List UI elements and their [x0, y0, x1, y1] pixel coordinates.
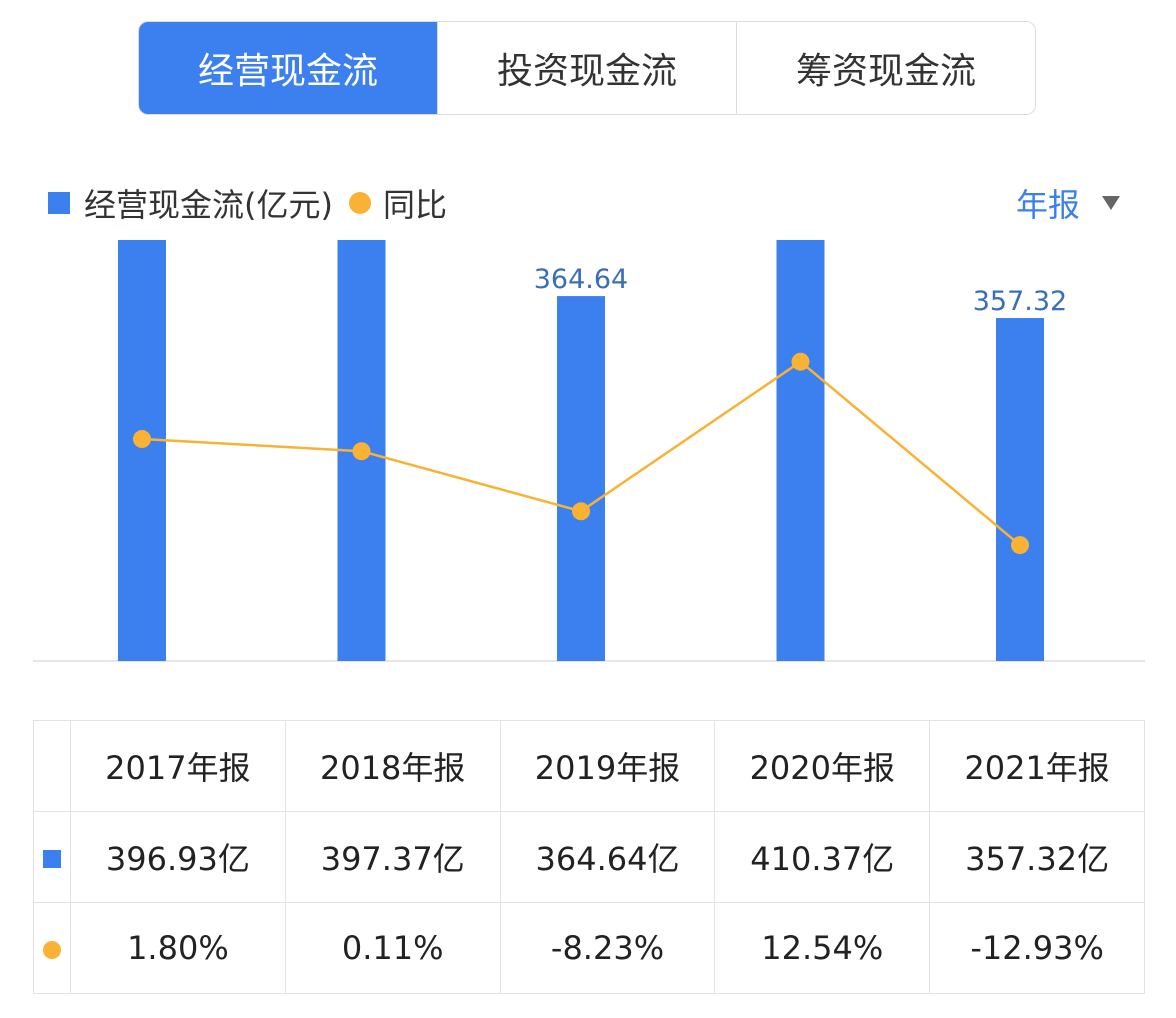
tab-financing-cashflow[interactable]: 筹资现金流: [736, 22, 1035, 114]
line-legend-label: 同比: [382, 186, 447, 224]
header-cell-2018: 2018年报: [284, 720, 501, 812]
yoy-point-2021年报: [1011, 536, 1029, 555]
value-cell-2017: 396.93亿: [70, 811, 286, 903]
yoy-point-2019年报: [572, 502, 590, 521]
bar-legend-label: 经营现金流(亿元): [84, 186, 333, 224]
tab-operating-cashflow[interactable]: 经营现金流: [139, 22, 437, 114]
value-cell-2019: 364.64亿: [499, 811, 716, 903]
header-cell-2020: 2020年报: [714, 720, 931, 812]
data-table: 2017年报 2018年报 2019年报 2020年报 2021年报 396.9…: [33, 720, 1145, 994]
value-cell-2020: 410.37亿: [714, 811, 931, 903]
caret-down-icon: [1102, 196, 1120, 210]
cashflow-tabs: 经营现金流 投资现金流 筹资现金流: [138, 21, 1036, 115]
bar-2019年报: [557, 296, 605, 661]
header-cell-2021: 2021年报: [929, 720, 1145, 812]
header-cell-2019: 2019年报: [499, 720, 716, 812]
bar-2020年报: [776, 240, 825, 661]
yoy-cell-2017: 1.80%: [70, 902, 286, 994]
value-cell-2018: 397.37亿: [284, 811, 501, 903]
yoy-cell-2019: -8.23%: [499, 902, 716, 994]
yoy-point-2018年报: [352, 442, 371, 461]
yoy-cell-2020: 12.54%: [714, 902, 931, 994]
bar-series-square-icon: [43, 850, 61, 868]
table-header-row: 2017年报 2018年报 2019年报 2020年报 2021年报: [33, 720, 1145, 812]
yoy-point-2020年报: [791, 352, 810, 371]
row-marker-cell: [33, 811, 71, 903]
line-legend-dot-icon: [348, 192, 371, 214]
bar-legend-square-icon: [48, 192, 70, 214]
yoy-cell-2018: 0.11%: [284, 902, 501, 994]
period-selector[interactable]: 年报: [1016, 180, 1120, 226]
bar-2021年报: [996, 318, 1044, 661]
row-marker-cell: [33, 902, 71, 994]
table-row-yoy: 1.80% 0.11% -8.23% 12.54% -12.93%: [33, 902, 1145, 994]
yoy-cell-2021: -12.93%: [929, 902, 1145, 994]
value-cell-2021: 357.32亿: [929, 811, 1145, 903]
tab-investing-cashflow[interactable]: 投资现金流: [437, 22, 736, 114]
chart-legend: 经营现金流(亿元) 同比: [48, 180, 447, 226]
bar-2017年报: [118, 240, 166, 661]
yoy-point-2017年报: [133, 430, 151, 449]
bar-value-label: 357.32: [973, 286, 1067, 317]
cashflow-chart: 396.93397.37364.64410.37357.32: [33, 240, 1145, 662]
line-series-dot-icon: [43, 941, 61, 959]
table-row-cashflow: 396.93亿 397.37亿 364.64亿 410.37亿 357.32亿: [33, 811, 1145, 903]
header-corner-cell: [33, 720, 71, 812]
bar-value-label: 364.64: [534, 264, 628, 295]
period-selector-label: 年报: [1015, 186, 1080, 224]
header-cell-2017: 2017年报: [70, 720, 286, 812]
